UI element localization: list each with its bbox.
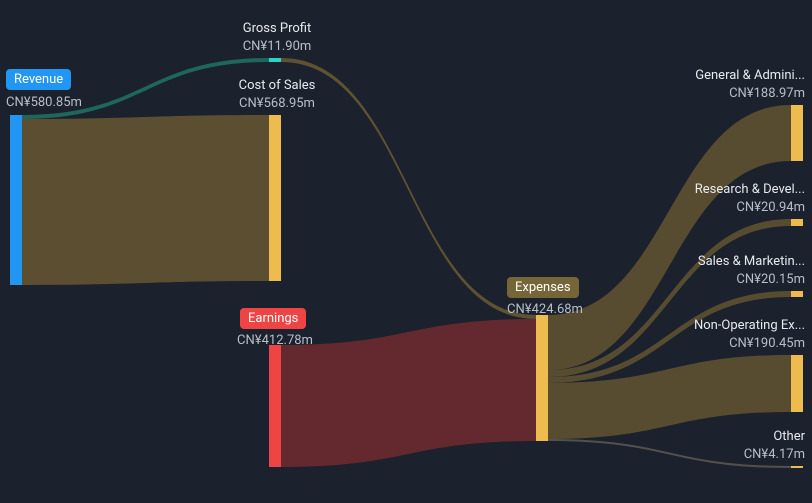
node-gross_profit: [269, 58, 281, 62]
earnings-chip: Earnings: [240, 308, 306, 329]
node-expenses: [536, 315, 548, 441]
sm-label: Sales & Marketin... CN¥20.15m: [698, 253, 805, 288]
node-other: [791, 466, 803, 468]
revenue-value: CN¥580.85m: [6, 94, 82, 112]
revenue-chip: Revenue: [6, 69, 71, 90]
rd-label: Research & Devel... CN¥20.94m: [695, 181, 805, 216]
node-revenue: [10, 115, 22, 285]
node-rd: [791, 219, 803, 226]
node-ga: [791, 105, 803, 161]
expenses-value: CN¥424.68m: [500, 301, 590, 319]
node-earnings: [269, 345, 281, 467]
node-sm: [791, 291, 803, 297]
node-cost_sales: [269, 115, 281, 281]
other-label: Other CN¥4.17m: [744, 428, 805, 463]
nonop-label: Non-Operating Ex... CN¥190.45m: [694, 317, 805, 352]
ga-label: General & Admini... CN¥188.97m: [695, 67, 805, 102]
sankey-chart: [0, 0, 812, 503]
node-nonop: [791, 355, 803, 412]
gross-profit-label: Gross Profit CN¥11.90m: [222, 20, 332, 55]
earnings-value: CN¥412.78m: [230, 332, 320, 350]
cost-of-sales-label: Cost of Sales CN¥568.95m: [222, 77, 332, 112]
expenses-chip: Expenses: [507, 277, 579, 298]
